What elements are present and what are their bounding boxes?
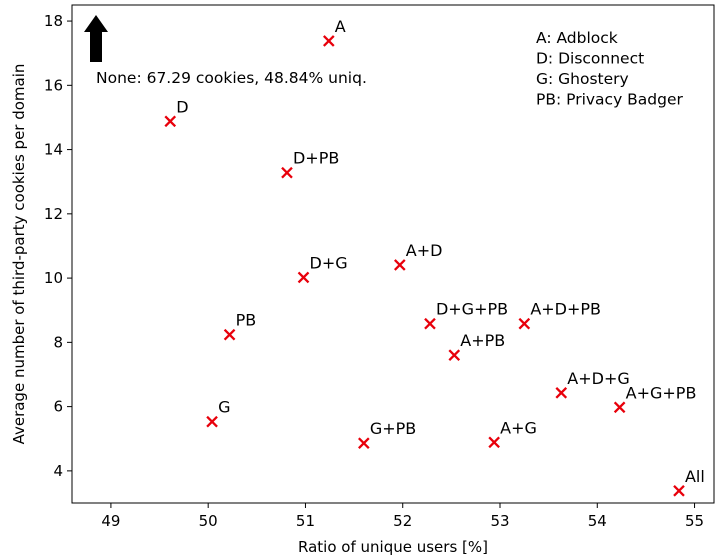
y-axis-title: Average number of third-party cookies pe… xyxy=(10,64,28,445)
point-label: A xyxy=(335,17,346,36)
y-tick-label: 14 xyxy=(44,141,63,159)
x-marker xyxy=(424,317,436,330)
x-marker xyxy=(488,436,500,449)
point-label: G xyxy=(218,398,230,417)
x-marker xyxy=(518,317,531,330)
x-marker xyxy=(555,386,568,399)
data-point: D+G+PB xyxy=(424,300,508,330)
point-label: D xyxy=(176,97,188,116)
data-point: G xyxy=(206,398,230,428)
y-tick-label: 10 xyxy=(44,269,63,287)
x-marker xyxy=(297,271,310,284)
point-label: G+PB xyxy=(370,419,416,438)
y-tick-label: 18 xyxy=(44,12,63,30)
point-label: D+G+PB xyxy=(436,300,508,319)
data-points: A D D+PB A+D D+G D+G+PB A+D+PB PB A+PB A+D+GA+G+P… xyxy=(164,17,705,497)
x-tick-label: 55 xyxy=(685,512,704,530)
y-tick-label: 4 xyxy=(53,462,63,480)
x-axis-title: Ratio of unique users [%] xyxy=(298,538,488,556)
x-tick-label: 53 xyxy=(490,512,509,530)
x-marker xyxy=(206,415,218,428)
x-marker xyxy=(613,401,626,414)
data-point: A+D+PB xyxy=(518,300,601,330)
data-point: A+PB xyxy=(448,331,505,362)
data-point: D xyxy=(164,97,189,128)
point-label: A+G+PB xyxy=(626,383,697,402)
point-label: PB xyxy=(236,311,257,330)
point-label: A+D+G xyxy=(567,369,629,388)
x-tick-label: 51 xyxy=(296,512,315,530)
data-point: D+PB xyxy=(281,149,339,179)
plot-area xyxy=(71,4,715,504)
x-tick-label: 50 xyxy=(199,512,218,530)
data-point: G+PB xyxy=(358,419,416,450)
point-label: All xyxy=(685,467,705,486)
x-marker xyxy=(223,328,236,341)
data-point: A+G+PB xyxy=(613,383,697,414)
x-marker xyxy=(673,484,685,497)
data-point: All xyxy=(673,467,705,497)
legend-entry: G: Ghostery xyxy=(536,70,629,88)
point-label: A+D xyxy=(406,241,443,260)
point-label: D+PB xyxy=(293,149,339,168)
data-point: A+D+G xyxy=(555,369,630,399)
point-label: A+PB xyxy=(460,331,505,350)
x-tick-label: 49 xyxy=(101,512,120,530)
legend-entry: D: Disconnect xyxy=(536,50,644,68)
data-point: A+G xyxy=(488,418,537,449)
data-point: A xyxy=(322,17,346,47)
annotation-group: None: 67.29 cookies, 48.84% uniq. xyxy=(84,15,367,87)
y-tick-label: 12 xyxy=(44,205,63,223)
x-marker xyxy=(448,349,461,362)
x-tick-label: 52 xyxy=(393,512,412,530)
x-marker xyxy=(281,166,293,179)
x-marker xyxy=(164,115,177,128)
annotation-text: None: 67.29 cookies, 48.84% uniq. xyxy=(96,69,367,87)
point-label: D+G xyxy=(310,253,348,272)
y-tick-label: 16 xyxy=(44,76,63,94)
x-axis-ticks: 49 50 51 52 53 54 55 xyxy=(101,503,704,530)
x-tick-label: 54 xyxy=(588,512,607,530)
data-point: D+G xyxy=(297,253,348,284)
x-marker xyxy=(393,259,406,271)
y-tick-label: 8 xyxy=(53,333,63,351)
y-tick-label: 6 xyxy=(53,398,63,416)
legend-entry: PB: Privacy Badger xyxy=(536,91,684,109)
data-point: PB xyxy=(223,311,257,341)
up-arrow-icon xyxy=(84,15,108,62)
data-point: A+D xyxy=(393,241,443,271)
legend: A: Adblock D: Disconnect G: Ghostery PB: Pr… xyxy=(536,29,684,109)
point-label: A+G xyxy=(500,418,537,437)
point-label: A+D+PB xyxy=(530,300,601,319)
y-axis-ticks: 4 6 8 10 12 14 16 18 xyxy=(44,12,72,480)
legend-entry: A: Adblock xyxy=(536,29,618,47)
plot-frame xyxy=(71,4,715,504)
x-marker xyxy=(358,437,370,450)
x-marker xyxy=(322,35,335,47)
